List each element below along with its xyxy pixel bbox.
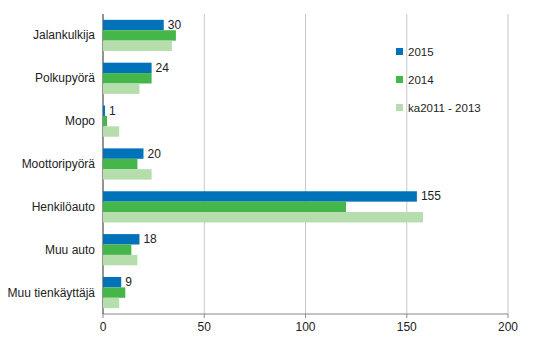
grid-line bbox=[305, 14, 306, 314]
bar bbox=[103, 159, 137, 169]
bar bbox=[103, 83, 139, 93]
bar bbox=[103, 298, 119, 308]
category-label: Moottoripyörä bbox=[22, 157, 96, 171]
data-label: 9 bbox=[125, 275, 132, 289]
bar bbox=[103, 169, 152, 179]
bar bbox=[103, 234, 139, 244]
bar bbox=[103, 63, 152, 73]
tick-mark bbox=[305, 314, 306, 318]
bar bbox=[103, 245, 131, 255]
legend-swatch bbox=[396, 104, 403, 111]
grid-line bbox=[204, 14, 205, 314]
legend-label: ka2011 - 2013 bbox=[408, 102, 481, 114]
legend-label: 2015 bbox=[408, 46, 434, 58]
bar bbox=[103, 255, 137, 265]
grid-line bbox=[508, 14, 509, 314]
grid-line bbox=[406, 14, 407, 314]
data-label: 30 bbox=[168, 18, 182, 32]
bar bbox=[103, 20, 164, 30]
legend-swatch bbox=[396, 76, 403, 83]
bar bbox=[103, 148, 144, 158]
category-label: Jalankulkija bbox=[33, 28, 95, 42]
legend: 2015 2014 ka2011 - 2013 bbox=[396, 46, 481, 114]
tick-label: 100 bbox=[295, 320, 315, 334]
labels: Jalankulkija 30 Polkupyörä 24 Mopo 1 Moottorip… bbox=[8, 18, 442, 300]
category-label: Polkupyörä bbox=[35, 71, 95, 85]
x-axis bbox=[103, 314, 508, 315]
tick-label: 0 bbox=[100, 320, 107, 334]
category-label: Muu auto bbox=[45, 243, 95, 257]
category-label: Henkilöauto bbox=[32, 200, 96, 214]
bar bbox=[103, 30, 176, 40]
data-label: 155 bbox=[421, 189, 441, 203]
bar bbox=[103, 116, 107, 126]
chart: 0 50 100 150 200 Jalankulkija 30 Polkupyörä 24 Mo… bbox=[0, 0, 547, 360]
bar bbox=[103, 287, 125, 297]
bar bbox=[103, 126, 119, 136]
tick-label: 50 bbox=[198, 320, 212, 334]
legend-swatch bbox=[396, 48, 403, 55]
tick-mark bbox=[204, 314, 205, 318]
tick-mark bbox=[508, 314, 509, 318]
bar bbox=[103, 106, 105, 116]
tick-label: 150 bbox=[397, 320, 417, 334]
legend-label: 2014 bbox=[408, 74, 434, 86]
bar bbox=[103, 277, 121, 287]
bar bbox=[103, 202, 346, 212]
data-label: 18 bbox=[143, 232, 157, 246]
category-label: Muu tienkäyttäjä bbox=[8, 286, 96, 300]
bar bbox=[103, 191, 417, 201]
data-label: 1 bbox=[109, 104, 116, 118]
bars bbox=[103, 20, 423, 308]
tick-mark bbox=[103, 314, 104, 318]
bar bbox=[103, 212, 423, 222]
tick-label: 200 bbox=[498, 320, 518, 334]
category-label: Mopo bbox=[65, 114, 95, 128]
bar bbox=[103, 41, 172, 51]
bar bbox=[103, 73, 152, 83]
data-label: 24 bbox=[156, 61, 170, 75]
data-label: 20 bbox=[148, 147, 162, 161]
tick-mark bbox=[406, 314, 407, 318]
